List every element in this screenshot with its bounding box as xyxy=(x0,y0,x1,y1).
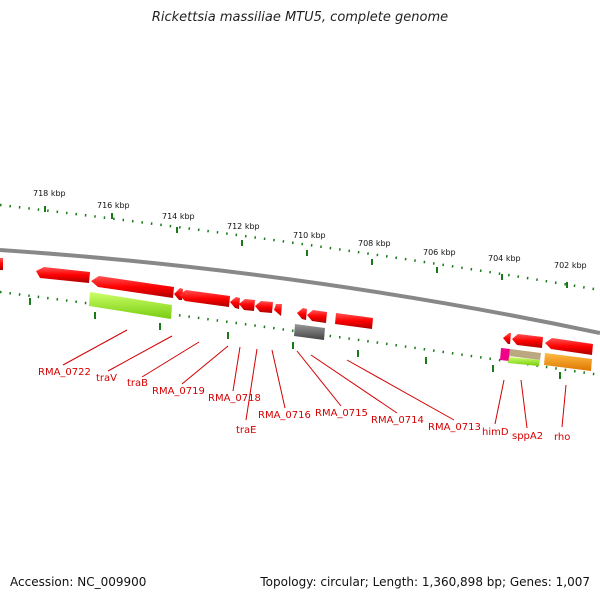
scale-label: 714 kbp xyxy=(162,212,195,221)
inner-major-ticks xyxy=(29,298,561,379)
scale-label: 718 kbp xyxy=(33,189,66,198)
gene-arrow xyxy=(179,290,230,307)
scale-label: 716 kbp xyxy=(97,201,130,210)
gene-arrow xyxy=(0,258,3,270)
gene-label: himD xyxy=(482,427,509,438)
gene-label: RMA_0722 xyxy=(38,367,91,378)
gene-arrow xyxy=(174,288,183,300)
gene-arrow xyxy=(297,308,307,320)
accession-text: Accession: NC_009900 xyxy=(10,575,147,589)
gene-label: traB xyxy=(127,378,148,389)
feature-block-orange xyxy=(544,353,592,371)
scale-label: 708 kbp xyxy=(358,239,391,248)
map-title: Rickettsia massiliae MTU5, complete geno… xyxy=(151,10,449,25)
outer-major-ticks xyxy=(44,206,568,288)
feature-block-green xyxy=(89,292,172,319)
feature-block-tan xyxy=(509,349,541,360)
gene-label: traE xyxy=(236,425,256,436)
gene-arrow xyxy=(255,301,273,313)
gene-label: RMA_0715 xyxy=(315,408,368,419)
gene-arrow xyxy=(545,338,593,355)
scale-label: 710 kbp xyxy=(293,231,326,240)
genome-summary-text: Topology: circular; Length: 1,360,898 bp… xyxy=(260,575,590,589)
feature-track xyxy=(89,292,592,371)
gene-label: sppA2 xyxy=(512,431,543,442)
gene-arrow xyxy=(512,334,543,348)
gene-label: rho xyxy=(554,432,570,443)
gene-arrow xyxy=(274,304,282,316)
gene-arrow xyxy=(503,333,511,344)
gene-label: RMA_0718 xyxy=(208,393,261,404)
gene-label: RMA_0719 xyxy=(152,386,205,397)
feature-block-green-small xyxy=(508,357,540,366)
genome-backbone xyxy=(0,248,600,335)
feature-block-magenta xyxy=(500,348,510,361)
gene-arrow xyxy=(239,299,255,311)
gene-arrow xyxy=(307,310,327,323)
label-leader-lines xyxy=(62,329,567,429)
scale-label: 706 kbp xyxy=(423,248,456,257)
scale-label: 704 kbp xyxy=(488,254,521,263)
scale-label: 702 kbp xyxy=(554,261,587,270)
feature-block-gray xyxy=(294,324,325,340)
outer-scale-ring xyxy=(0,203,600,292)
gene-label: RMA_0713 xyxy=(428,422,481,433)
gene-arrow xyxy=(335,313,373,329)
gene-label: RMA_0716 xyxy=(258,410,311,421)
gene-label: RMA_0714 xyxy=(371,415,424,426)
gene-arrow xyxy=(230,297,240,309)
gene-label: traV xyxy=(96,373,117,384)
gene-track xyxy=(0,258,593,355)
gene-arrow xyxy=(91,276,174,298)
scale-label: 712 kbp xyxy=(227,222,260,231)
gene-arrow xyxy=(36,267,90,283)
